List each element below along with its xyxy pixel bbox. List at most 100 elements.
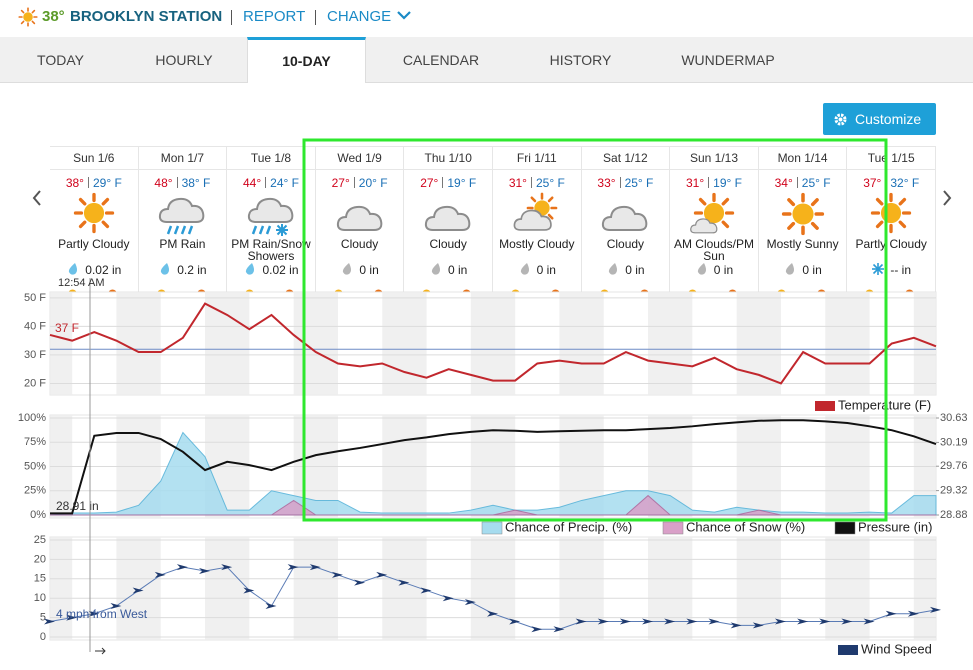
condition: PM Rain (159, 237, 206, 251)
wind-arrow (797, 618, 809, 625)
low-temp: 20° F (358, 176, 388, 190)
tab[interactable]: 10-DAY (247, 37, 366, 83)
precip-area (49, 431, 937, 516)
station-name: BROOKLYN STATION (70, 8, 223, 25)
y2-tick-label: 29.32 (940, 485, 968, 497)
wind-arrow (907, 610, 919, 617)
low-temp: 24° F (270, 176, 299, 190)
prev-arrow[interactable] (30, 188, 44, 208)
night-band (50, 415, 73, 518)
sunrise (333, 289, 343, 294)
wind-arrow (885, 610, 897, 617)
icon (691, 195, 733, 233)
drop (161, 263, 170, 275)
icon (514, 194, 556, 230)
wind-arrow (110, 602, 122, 609)
sunrise (245, 289, 255, 294)
report-link[interactable]: REPORT (243, 8, 306, 25)
y2-tick-label: 28.88 (940, 509, 968, 521)
high-temp: 27° (420, 176, 439, 190)
precip-amount: 0 in (713, 263, 734, 277)
wind-arrow (243, 587, 255, 594)
wind-arrow (863, 618, 875, 625)
tick-label: 25 (34, 534, 46, 546)
icon (160, 199, 203, 234)
day-name: Mon 1/14 (758, 146, 847, 170)
precip-icon (609, 263, 618, 275)
precip-icon (431, 263, 440, 275)
wind-arrow (354, 579, 366, 586)
day-name: Fri 1/11 (493, 146, 581, 170)
tick-label: 50 F (24, 292, 46, 304)
precip-icon (161, 263, 170, 275)
precip: -- in (847, 262, 935, 277)
forecast-cards: Sun 1/6 38° 29° F Partly Cloudy 0.02 in Mon 1… (50, 146, 936, 294)
day-card: Sun 1/6 38° 29° F Partly Cloudy 0.02 in (50, 146, 139, 294)
day-name: Mon 1/7 (138, 146, 227, 170)
wind-arrow (376, 571, 388, 578)
condition: Partly Cloudy (58, 237, 130, 251)
wind-arrow (442, 595, 454, 602)
tab[interactable]: TODAY (37, 52, 84, 68)
separator (708, 177, 710, 188)
precip-amount: 0.2 in (177, 263, 207, 277)
drop (343, 263, 352, 275)
sunset (551, 289, 560, 294)
pressure-label: 28.91 in (56, 499, 99, 513)
night-band (293, 537, 338, 640)
separator (619, 177, 621, 188)
night-band (825, 415, 870, 518)
legend-swatch (838, 645, 858, 655)
night-band (205, 415, 250, 518)
tab[interactable]: CALENDAR (402, 52, 480, 68)
precip: 0 in (404, 262, 492, 277)
precip: 0.02 in (227, 262, 315, 277)
icon (426, 207, 469, 230)
legend-swatch (815, 401, 835, 411)
high-temp: 31° (508, 176, 527, 190)
day-name: Tue 1/8 (227, 146, 315, 170)
day-name: Wed 1/9 (315, 146, 404, 170)
day-name: Sat 1/12 (581, 146, 670, 170)
tab[interactable]: HOURLY (155, 52, 213, 68)
change-link[interactable]: CHANGE (327, 8, 392, 25)
high-temp: 27° (331, 176, 350, 190)
night-band (559, 415, 604, 518)
night-band (205, 537, 250, 640)
night-band (50, 292, 73, 395)
panel-bg (49, 536, 937, 641)
condition: Partly Cloudy (855, 237, 927, 251)
wind-arrow (531, 626, 543, 633)
sunset (196, 289, 206, 294)
low-temp: 32° F (890, 176, 920, 190)
next-arrow[interactable] (940, 188, 954, 208)
temps: 31° 25° F (493, 176, 581, 190)
day-name: Sun 1/6 (50, 146, 138, 170)
wind-arrow (221, 564, 233, 571)
wind-arrow (819, 618, 831, 625)
sunrise (776, 289, 786, 294)
tab[interactable]: HISTORY (549, 52, 612, 68)
night-band (913, 537, 936, 640)
tick-label: 0% (30, 509, 46, 521)
tick-label: 30 F (24, 349, 46, 361)
precip-icon (697, 263, 706, 275)
wind-arrow (154, 571, 166, 578)
gear-icon (834, 113, 847, 126)
wind-arrow (664, 618, 676, 625)
wind-arrow (66, 614, 78, 621)
separator (231, 10, 232, 25)
condition: Cloudy (606, 237, 645, 251)
tick-label: 50% (24, 460, 46, 472)
night-band (736, 537, 781, 640)
temps: 38° 29° F (50, 176, 138, 190)
tab[interactable]: WUNDERMAP (681, 52, 775, 68)
precip: 0 in (316, 262, 404, 277)
wind-arrow (686, 618, 698, 625)
temps: 27° 20° F (316, 176, 404, 190)
customize-button[interactable]: Customize (823, 103, 936, 135)
night-band (559, 292, 604, 395)
precip-amount: 0.02 in (262, 263, 299, 277)
legend-label: Chance of Precip. (%) (505, 519, 632, 534)
precip: 0 in (493, 262, 581, 277)
